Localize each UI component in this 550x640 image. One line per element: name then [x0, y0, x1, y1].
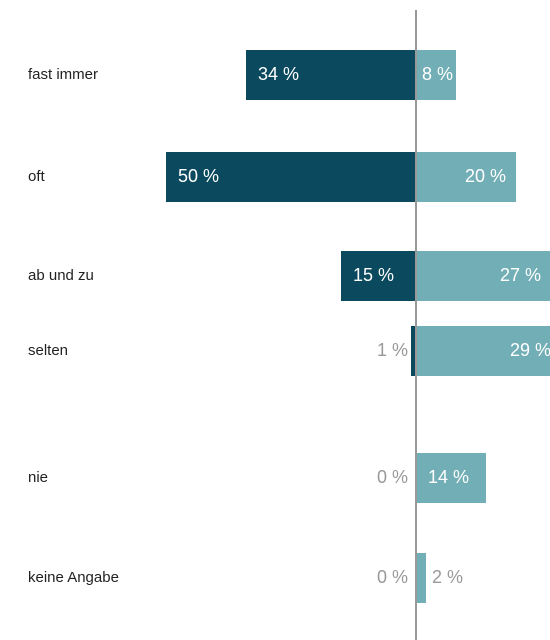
value-label: 1 % — [377, 340, 408, 360]
value-label: 50 % — [178, 166, 219, 186]
category-label: ab und zu — [28, 267, 94, 284]
bar-right — [416, 326, 550, 376]
bar-left — [166, 152, 416, 202]
value-label: 29 % — [510, 340, 550, 360]
bar-right — [416, 453, 486, 503]
bar-right — [416, 251, 550, 301]
category-label: nie — [28, 469, 48, 486]
bar-right — [416, 152, 516, 202]
category-label: selten — [28, 342, 68, 359]
bar-left — [411, 326, 416, 376]
bar-right — [416, 553, 426, 603]
category-label: fast immer — [28, 66, 98, 83]
value-label: 27 % — [500, 265, 541, 285]
bar-left — [246, 50, 416, 100]
value-label: 2 % — [432, 567, 463, 587]
value-label: 0 % — [377, 567, 408, 587]
value-label: 14 % — [428, 467, 469, 487]
category-label: oft — [28, 168, 46, 185]
value-label: 15 % — [353, 265, 394, 285]
value-label: 34 % — [258, 64, 299, 84]
bar-right — [416, 50, 456, 100]
value-label: 0 % — [377, 467, 408, 487]
value-label: 20 % — [465, 166, 506, 186]
value-label: 8 % — [422, 64, 453, 84]
bar-left — [341, 251, 416, 301]
category-label: keine Angabe — [28, 569, 119, 586]
